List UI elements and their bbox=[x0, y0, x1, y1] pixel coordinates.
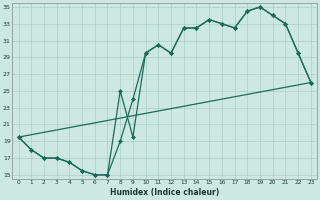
X-axis label: Humidex (Indice chaleur): Humidex (Indice chaleur) bbox=[110, 188, 219, 197]
